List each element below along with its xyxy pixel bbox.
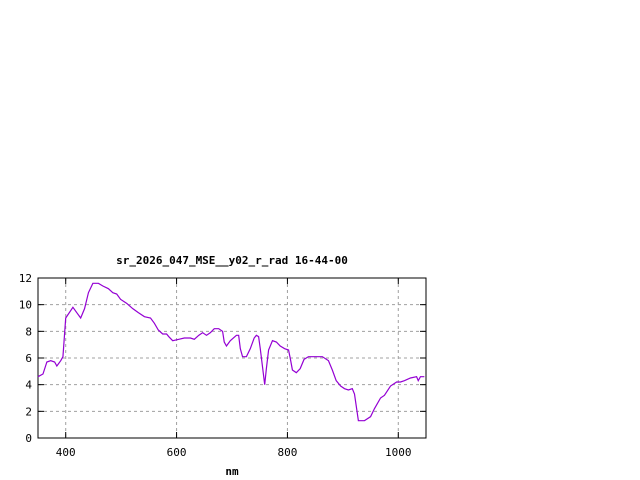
x-tick-label: 1000 <box>385 446 412 459</box>
series <box>37 282 425 422</box>
y-tick-label: 0 <box>25 432 32 445</box>
x-tick-label: 800 <box>277 446 297 459</box>
x-tick-label: 400 <box>56 446 76 459</box>
y-tick-label: 4 <box>25 379 32 392</box>
y-tick-label: 12 <box>19 272 32 285</box>
x-axis-label: nm <box>225 465 239 478</box>
y-tick-label: 2 <box>25 405 32 418</box>
chart-title: sr_2026_047_MSE__y02_r_rad 16-44-00 <box>116 254 348 267</box>
series-line <box>37 282 425 422</box>
grid <box>38 278 426 438</box>
y-tick-label: 10 <box>19 299 32 312</box>
plot-border <box>37 277 427 439</box>
ticks: 0 2 4 6 8 10 12 400 600 800 1000 <box>19 272 426 459</box>
x-tick-label: 600 <box>167 446 187 459</box>
y-tick-label: 8 <box>25 325 32 338</box>
y-tick-label: 6 <box>25 352 32 365</box>
